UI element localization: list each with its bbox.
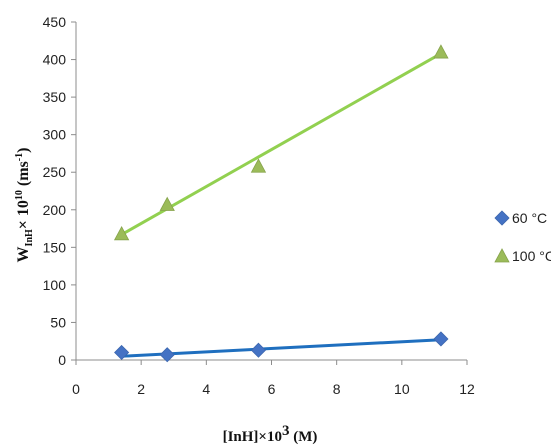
legend-marker-1 xyxy=(494,248,510,263)
x-tick-label: 0 xyxy=(72,381,80,397)
y-tick-label: 150 xyxy=(43,239,67,255)
legend-label-1: 100 °C xyxy=(512,248,551,264)
trendline-1 xyxy=(120,52,443,237)
data-point xyxy=(250,342,267,358)
x-tick-label: 6 xyxy=(268,381,276,397)
data-point xyxy=(159,196,175,211)
x-axis-title: [InH]×103 (M) xyxy=(223,423,318,445)
y-tick-label: 300 xyxy=(43,127,67,143)
trendline-0 xyxy=(120,338,443,358)
y-tick-label: 200 xyxy=(43,202,67,218)
series-1 xyxy=(113,44,449,241)
y-tick-label: 350 xyxy=(43,89,67,105)
data-point xyxy=(159,347,175,363)
x-tick-label: 8 xyxy=(333,381,341,397)
y-tick-label: 0 xyxy=(58,352,66,368)
x-tick-label: 10 xyxy=(394,381,410,397)
legend: 60 °C 100 °C xyxy=(494,210,551,264)
data-point xyxy=(433,331,449,347)
data-point xyxy=(433,44,449,59)
y-axis-title: WInH× 1010 (ms-1) xyxy=(14,148,35,263)
legend-label-0: 60 °C xyxy=(512,210,547,226)
y-tick-label: 400 xyxy=(43,52,67,68)
x-tick-label: 2 xyxy=(137,381,145,397)
data-point xyxy=(114,344,130,361)
x-tick-label: 4 xyxy=(202,381,210,397)
data-point xyxy=(113,225,130,241)
series-0 xyxy=(114,331,449,363)
legend-marker-0 xyxy=(494,210,510,226)
y-tick-label: 250 xyxy=(43,164,67,180)
series-layer xyxy=(113,44,449,363)
x-tick-label: 12 xyxy=(459,381,475,397)
y-tick-label: 450 xyxy=(43,14,67,30)
y-tick-label: 50 xyxy=(50,314,66,330)
y-tick-label: 100 xyxy=(43,277,67,293)
data-point xyxy=(250,158,267,173)
axes: 0 50 100 150 200 250 300 350 400 450 0 2 4 6 8 10 12 xyxy=(43,14,475,397)
